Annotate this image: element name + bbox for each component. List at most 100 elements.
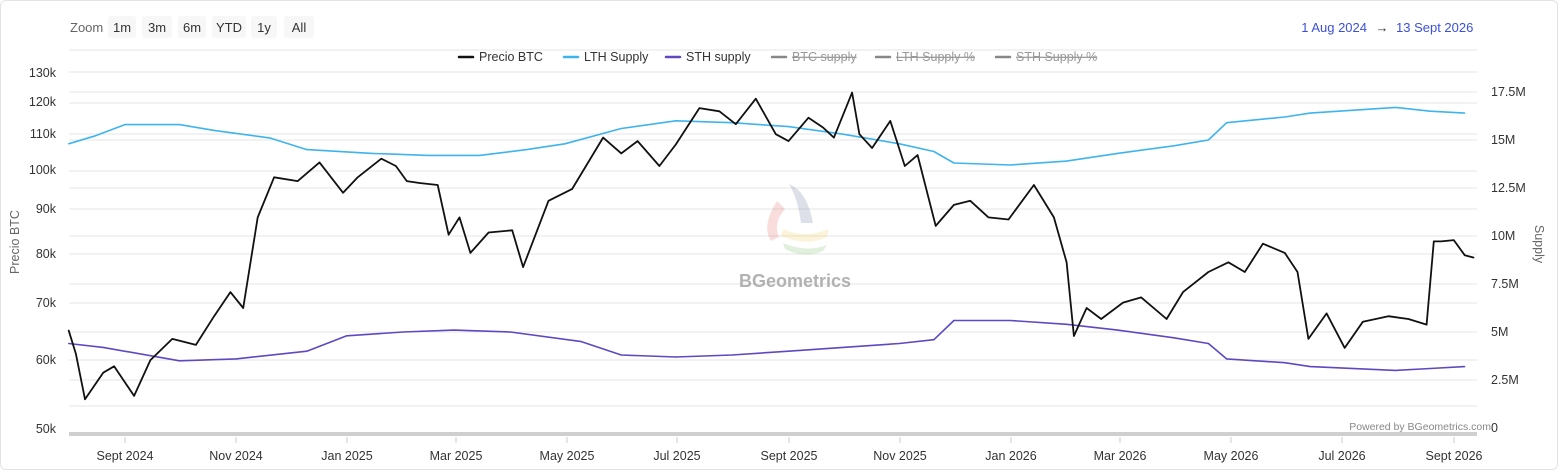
data-point <box>75 353 77 355</box>
data-point <box>1344 347 1346 349</box>
y-left-axis-title: Precio BTC <box>8 210 22 274</box>
data-point <box>987 216 990 218</box>
series-line-sth-supply <box>68 319 1465 372</box>
data-point <box>842 133 844 135</box>
series-layer <box>67 91 1475 401</box>
data-point <box>357 176 359 178</box>
y-right-tick-label: 10M <box>1491 229 1515 243</box>
credit-link[interactable]: Powered by BGeometrics.com <box>1349 421 1491 433</box>
data-point <box>1296 271 1299 273</box>
data-point <box>1426 324 1428 326</box>
data-point <box>1066 323 1068 325</box>
data-point <box>871 147 873 149</box>
zoom-button-bg <box>108 16 136 38</box>
zoom-button-label: All <box>292 20 307 35</box>
data-point <box>1207 342 1209 345</box>
legend-label: BTC supply <box>792 50 857 64</box>
data-point <box>402 331 404 333</box>
data-point <box>511 229 513 231</box>
data-point <box>580 341 582 343</box>
data-point <box>428 154 430 156</box>
date-range-display: 1 Aug 2024 → 13 Sept 2026 <box>1301 20 1473 35</box>
axes: 130k 120k 110k 100k 90k 80k 70k 60k 50k Precio BT… <box>8 66 1546 463</box>
data-point <box>1173 337 1175 339</box>
data-point <box>889 120 891 122</box>
zoom-button-ytd[interactable]: YTD <box>212 16 246 38</box>
zoom-label: Zoom <box>70 20 103 35</box>
data-point <box>1473 257 1475 259</box>
data-point <box>171 338 173 340</box>
range-from-input[interactable]: 1 Aug 2024 <box>1301 20 1367 35</box>
zoom-button-all[interactable]: All <box>284 16 314 38</box>
data-point <box>478 154 481 156</box>
logo-blue-petal <box>789 184 813 223</box>
data-point <box>1309 112 1311 114</box>
data-point <box>178 360 181 362</box>
data-point <box>257 216 259 218</box>
data-point <box>620 152 622 154</box>
zoom-button-label: YTD <box>216 20 242 35</box>
series-precio-btc <box>67 91 1475 401</box>
zoom-button-bg <box>284 16 314 38</box>
legend-item-sth-supply-pct[interactable]: STH Supply % <box>994 50 1097 64</box>
data-point <box>68 342 70 345</box>
data-point <box>675 120 677 122</box>
data-point <box>698 107 701 109</box>
data-point <box>68 329 70 331</box>
data-point <box>371 152 373 154</box>
data-point <box>1309 366 1311 368</box>
zoom-button-3m[interactable]: 3m <box>142 16 172 38</box>
data-point <box>917 154 919 156</box>
zoom-button-label: 6m <box>183 20 201 35</box>
zoom-button-bg <box>142 16 172 38</box>
navigator-bar[interactable] <box>69 432 1477 436</box>
data-point <box>1395 106 1397 108</box>
credit-layer: Powered by BGeometrics.com <box>1349 421 1491 433</box>
y-left-tick-label: 70k <box>36 296 57 310</box>
data-point <box>731 354 733 356</box>
legend-item-precio-btc[interactable]: Precio BTC <box>457 50 543 64</box>
y-right-tick-label: 2.5M <box>1491 373 1519 387</box>
series-line-precio-btc <box>67 91 1475 401</box>
x-tick-label: Nov 2025 <box>873 449 927 463</box>
data-point <box>755 98 757 100</box>
data-point <box>675 143 677 146</box>
navigator-track[interactable] <box>69 432 1477 436</box>
data-point <box>620 127 622 130</box>
zoom-toolbar: Zoom 1m 3m 6m YTD 1y All <box>70 16 314 38</box>
data-point <box>395 165 397 167</box>
data-point <box>93 135 95 137</box>
data-point <box>273 176 275 178</box>
legend-item-btc-supply[interactable]: BTC supply <box>770 50 857 64</box>
logo-green-petal <box>783 243 827 255</box>
legend-item-lth-supply-pct[interactable]: LTH Supply % <box>874 50 975 64</box>
data-point <box>851 92 853 94</box>
zoom-button-1m[interactable]: 1m <box>108 16 136 38</box>
y-right-tick-label: 12.5M <box>1491 181 1526 195</box>
data-point <box>1440 240 1442 242</box>
y-left-tick-label: 130k <box>29 66 57 80</box>
range-to-input[interactable]: 13 Sept 2026 <box>1396 20 1473 35</box>
x-tick-label: Sept 2025 <box>761 449 818 463</box>
data-point <box>1066 261 1068 263</box>
x-tick-label: Nov 2024 <box>209 449 263 463</box>
zoom-button-1y[interactable]: 1y <box>251 16 277 38</box>
y-left-tick-label: 90k <box>36 202 57 216</box>
data-point <box>1182 291 1184 293</box>
data-point <box>297 180 299 182</box>
data-point <box>213 129 215 131</box>
data-point <box>102 372 104 374</box>
data-point <box>1100 318 1102 320</box>
data-point <box>1207 139 1209 141</box>
legend-item-lth-supply[interactable]: LTH Supply <box>562 50 649 64</box>
legend-item-sth-supply[interactable]: STH supply <box>664 50 751 64</box>
logo-yellow-petal <box>781 229 829 242</box>
grid-lines <box>69 49 1477 407</box>
data-point <box>898 342 901 345</box>
zoom-button-6m[interactable]: 6m <box>178 16 206 38</box>
data-point <box>1122 302 1124 304</box>
data-point <box>1326 312 1328 314</box>
data-point <box>1086 307 1088 309</box>
data-point <box>68 143 70 145</box>
